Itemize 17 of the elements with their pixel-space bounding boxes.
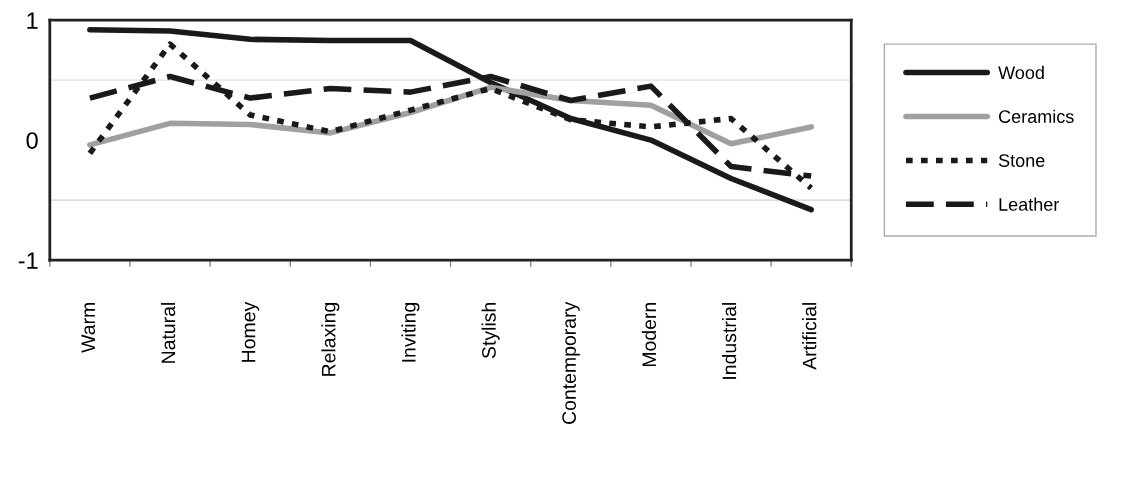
x-tick-label: Relaxing bbox=[321, 303, 340, 376]
x-tick-label: Natural bbox=[160, 303, 176, 363]
x-tick-label: Contemporary bbox=[562, 301, 580, 424]
x-tick-label: Homey bbox=[241, 301, 260, 362]
legend-label: Stone bbox=[998, 154, 1045, 167]
y-tick-label: 1 bbox=[27, 12, 38, 29]
x-tick-label: Warm bbox=[81, 303, 96, 353]
legend-label: Ceramics bbox=[999, 109, 1074, 123]
legend-label: Wood bbox=[998, 65, 1044, 80]
x-tick-label: Industrial bbox=[721, 303, 737, 379]
x-tick-label: Stylish bbox=[481, 303, 500, 359]
x-tick-label: Modern bbox=[641, 303, 657, 367]
x-tick-label: Artificial bbox=[802, 303, 817, 370]
y-tick-label: -1 bbox=[18, 252, 38, 269]
x-tick-label: Inviting bbox=[401, 303, 420, 362]
legend-label: Leather bbox=[999, 197, 1060, 211]
y-tick-label: 0 bbox=[26, 132, 38, 149]
